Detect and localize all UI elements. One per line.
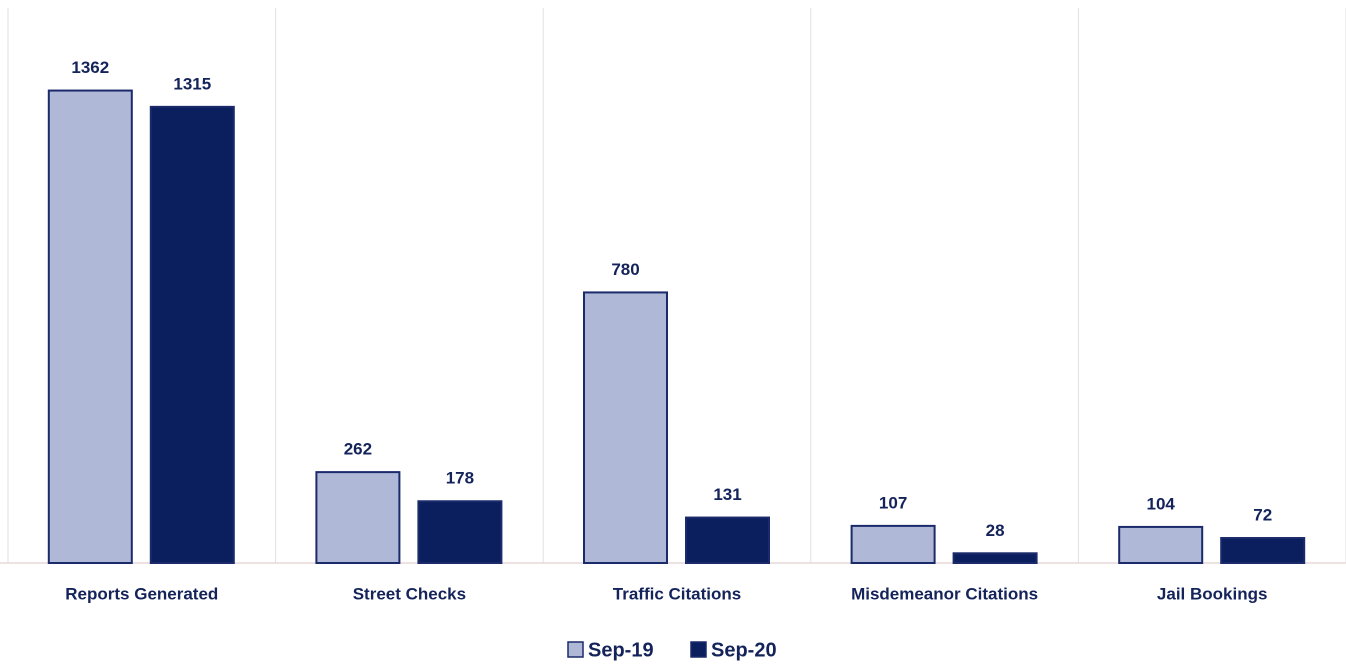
legend-swatch [690, 641, 707, 658]
x-tick-label: Jail Bookings [1157, 584, 1268, 603]
bar [952, 552, 1038, 564]
bar [47, 89, 133, 565]
bar [417, 500, 503, 565]
bar [1220, 537, 1306, 565]
bar [149, 105, 235, 564]
value-label: 28 [986, 521, 1005, 540]
value-label: 131 [713, 485, 741, 504]
value-label: 780 [611, 260, 639, 279]
legend-label: Sep-20 [711, 639, 777, 661]
value-label: 262 [344, 440, 372, 459]
value-label: 107 [879, 493, 907, 512]
value-label: 72 [1253, 506, 1272, 525]
value-label: 1315 [173, 74, 211, 93]
bar [315, 471, 401, 564]
x-tick-label: Misdemeanor Citations [851, 584, 1038, 603]
x-tick-label: Traffic Citations [613, 584, 741, 603]
bar [583, 291, 668, 564]
bar [1118, 525, 1204, 564]
x-tick-label: Street Checks [353, 584, 466, 603]
x-tick-label: Reports Generated [65, 584, 218, 603]
legend-label: Sep-19 [588, 639, 654, 661]
value-label: 1362 [71, 58, 109, 77]
bar [685, 516, 770, 565]
bar [850, 524, 936, 565]
legend-swatch [567, 641, 584, 658]
value-label: 178 [446, 469, 474, 488]
value-label: 104 [1147, 494, 1176, 513]
